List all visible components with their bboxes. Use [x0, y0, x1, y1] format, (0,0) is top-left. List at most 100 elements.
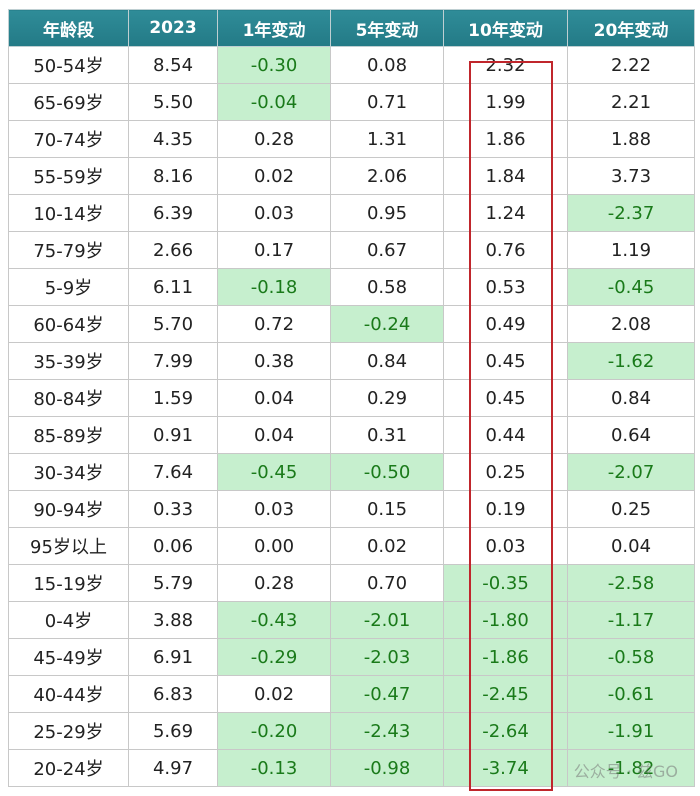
value-cell: 0.31 — [330, 416, 444, 454]
value-cell: 0.29 — [330, 379, 444, 417]
table-row: 0-4岁 3.88 -0.43 -2.01 -1.80 -1.17 — [8, 601, 695, 639]
age-group-cell: 85-89岁 — [8, 416, 129, 454]
value-cell: 1.88 — [567, 120, 695, 158]
value-cell: -2.37 — [567, 194, 695, 232]
value-cell: 0.49 — [443, 305, 568, 343]
value-cell: 5.79 — [128, 564, 218, 602]
value-cell: 4.35 — [128, 120, 218, 158]
value-cell: 0.17 — [217, 231, 331, 269]
age-group-cell: 5-9岁 — [8, 268, 129, 306]
age-group-cell: 55-59岁 — [8, 157, 129, 195]
value-cell: 0.67 — [330, 231, 444, 269]
column-header: 10年变动 — [443, 9, 568, 47]
value-cell: 0.25 — [443, 453, 568, 491]
value-cell: 2.06 — [330, 157, 444, 195]
age-group-cell: 0-4岁 — [8, 601, 129, 639]
value-cell: -0.20 — [217, 712, 331, 750]
value-cell: 0.28 — [217, 120, 331, 158]
value-cell: 1.84 — [443, 157, 568, 195]
value-cell: -1.91 — [567, 712, 695, 750]
value-cell: -0.58 — [567, 638, 695, 676]
value-cell: 2.08 — [567, 305, 695, 343]
value-cell: -0.35 — [443, 564, 568, 602]
table-body: 50-54岁 8.54 -0.30 0.08 2.32 2.22 65-69岁 5.50 -0.… — [8, 46, 695, 787]
value-cell: 0.53 — [443, 268, 568, 306]
value-cell: -0.45 — [567, 268, 695, 306]
age-group-cell: 95岁以上 — [8, 527, 129, 565]
value-cell: -0.43 — [217, 601, 331, 639]
table-row: 25-29岁 5.69 -0.20 -2.43 -2.64 -1.91 — [8, 712, 695, 750]
value-cell: -1.86 — [443, 638, 568, 676]
age-group-cell: 20-24岁 — [8, 749, 129, 787]
age-group-cell: 70-74岁 — [8, 120, 129, 158]
value-cell: -2.64 — [443, 712, 568, 750]
age-group-cell: 30-34岁 — [8, 453, 129, 491]
column-header: 1年变动 — [217, 9, 331, 47]
table-row: 50-54岁 8.54 -0.30 0.08 2.32 2.22 — [8, 46, 695, 84]
value-cell: -0.50 — [330, 453, 444, 491]
value-cell: 0.03 — [217, 490, 331, 528]
value-cell: 5.70 — [128, 305, 218, 343]
value-cell: 0.72 — [217, 305, 331, 343]
value-cell: -3.74 — [443, 749, 568, 787]
value-cell: 0.70 — [330, 564, 444, 602]
value-cell: 0.02 — [330, 527, 444, 565]
value-cell: 0.15 — [330, 490, 444, 528]
data-table-container: 年龄段 2023 1年变动 5年变动 10年变动 20年变动 50-54岁 8.5… — [8, 9, 695, 791]
value-cell: 5.50 — [128, 83, 218, 121]
value-cell: 0.84 — [330, 342, 444, 380]
value-cell: 0.02 — [217, 675, 331, 713]
value-cell: 2.66 — [128, 231, 218, 269]
value-cell: 1.86 — [443, 120, 568, 158]
value-cell: 0.45 — [443, 342, 568, 380]
value-cell: 0.25 — [567, 490, 695, 528]
value-cell: -2.03 — [330, 638, 444, 676]
value-cell: 0.76 — [443, 231, 568, 269]
age-group-cell: 80-84岁 — [8, 379, 129, 417]
value-cell: -0.29 — [217, 638, 331, 676]
age-group-cell: 45-49岁 — [8, 638, 129, 676]
value-cell: 0.03 — [443, 527, 568, 565]
value-cell: 3.73 — [567, 157, 695, 195]
age-group-cell: 15-19岁 — [8, 564, 129, 602]
value-cell: -0.04 — [217, 83, 331, 121]
value-cell: 2.32 — [443, 46, 568, 84]
table-row: 15-19岁 5.79 0.28 0.70 -0.35 -2.58 — [8, 564, 695, 602]
value-cell: 0.33 — [128, 490, 218, 528]
value-cell: -1.17 — [567, 601, 695, 639]
table-row: 75-79岁 2.66 0.17 0.67 0.76 1.19 — [8, 231, 695, 269]
value-cell: 0.64 — [567, 416, 695, 454]
age-group-cell: 75-79岁 — [8, 231, 129, 269]
table-row: 95岁以上 0.06 0.00 0.02 0.03 0.04 — [8, 527, 695, 565]
value-cell: 0.45 — [443, 379, 568, 417]
column-header: 5年变动 — [330, 9, 444, 47]
value-cell: 0.19 — [443, 490, 568, 528]
value-cell: 0.95 — [330, 194, 444, 232]
value-cell: 6.11 — [128, 268, 218, 306]
value-cell: 8.54 — [128, 46, 218, 84]
value-cell: 0.00 — [217, 527, 331, 565]
age-group-cell: 90-94岁 — [8, 490, 129, 528]
value-cell: 0.04 — [217, 416, 331, 454]
age-group-cell: 50-54岁 — [8, 46, 129, 84]
value-cell: -2.01 — [330, 601, 444, 639]
value-cell: -2.43 — [330, 712, 444, 750]
value-cell: -1.82 — [567, 749, 695, 787]
table-row: 90-94岁 0.33 0.03 0.15 0.19 0.25 — [8, 490, 695, 528]
value-cell: 0.06 — [128, 527, 218, 565]
value-cell: -0.61 — [567, 675, 695, 713]
column-header: 年龄段 — [8, 9, 129, 47]
column-header: 2023 — [128, 9, 218, 47]
table-row: 70-74岁 4.35 0.28 1.31 1.86 1.88 — [8, 120, 695, 158]
value-cell: -0.47 — [330, 675, 444, 713]
value-cell: 1.31 — [330, 120, 444, 158]
value-cell: 7.99 — [128, 342, 218, 380]
value-cell: 0.04 — [217, 379, 331, 417]
table-row: 40-44岁 6.83 0.02 -0.47 -2.45 -0.61 — [8, 675, 695, 713]
value-cell: 0.08 — [330, 46, 444, 84]
table-row: 5-9岁 6.11 -0.18 0.58 0.53 -0.45 — [8, 268, 695, 306]
value-cell: -0.13 — [217, 749, 331, 787]
age-group-cell: 25-29岁 — [8, 712, 129, 750]
value-cell: 2.22 — [567, 46, 695, 84]
age-group-cell: 65-69岁 — [8, 83, 129, 121]
